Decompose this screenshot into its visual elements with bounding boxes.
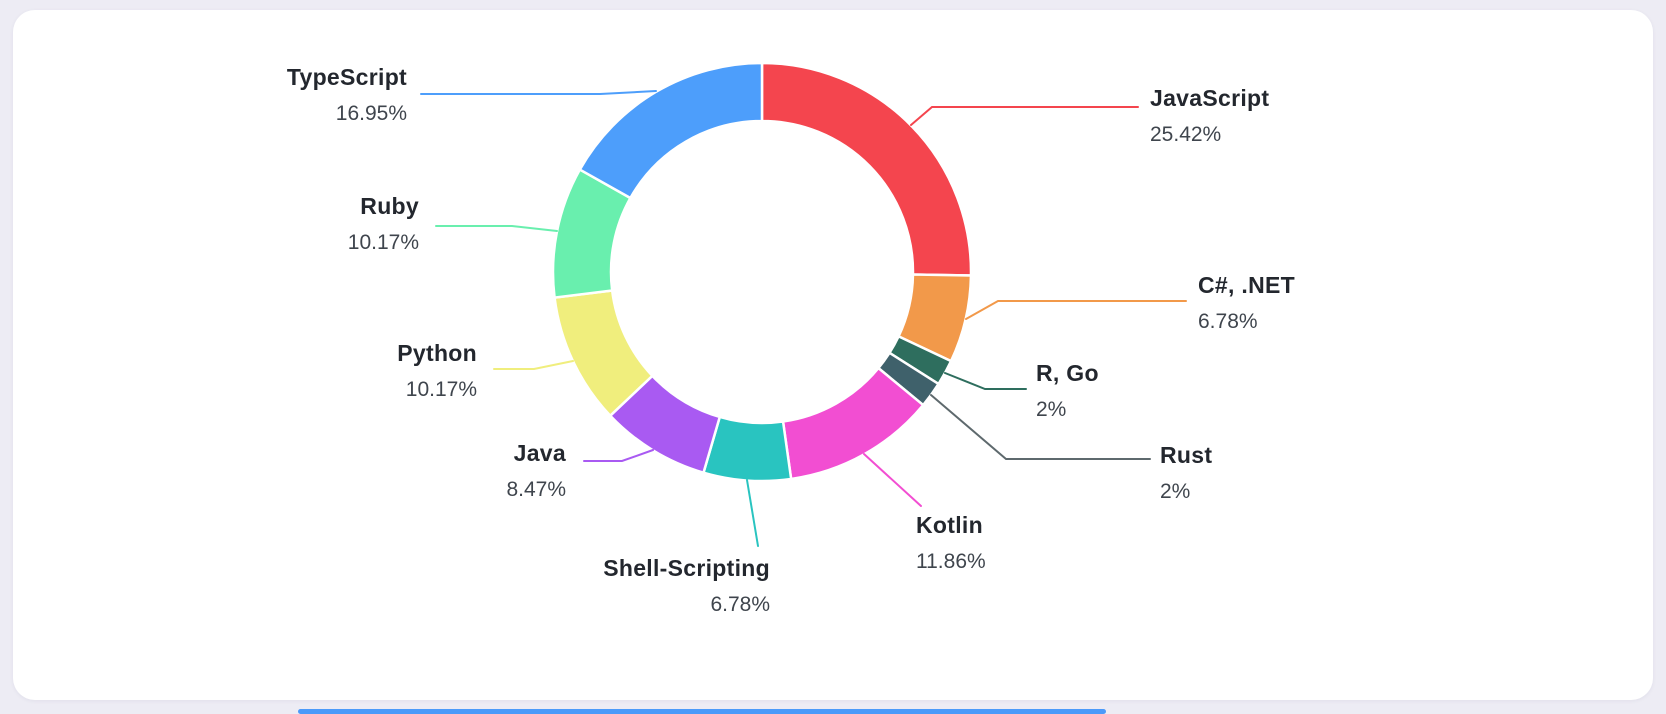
language-percent: 11.86% — [916, 550, 986, 573]
bottom-accent-line — [298, 709, 1106, 714]
language-percent: 6.78% — [710, 593, 770, 616]
language-name: Rust — [1160, 442, 1213, 468]
leader-line-javascript — [910, 106, 1139, 126]
chart-label-ruby: Ruby 10.17% — [348, 194, 419, 254]
language-name: R, Go — [1036, 360, 1099, 386]
language-percent: 8.47% — [506, 478, 566, 501]
chart-label-python: Python 10.17% — [397, 341, 477, 401]
leader-line-ruby — [435, 225, 558, 232]
chart-label-kotlin: Kotlin 11.86% — [916, 513, 986, 573]
language-percent: 6.78% — [1198, 310, 1258, 333]
leader-line-python — [493, 360, 574, 370]
language-name: Ruby — [360, 193, 419, 219]
segment-typescript[interactable] — [578, 61, 764, 200]
language-percent: 2% — [1160, 480, 1191, 503]
chart-label-javascript: JavaScript 25.42% — [1150, 86, 1269, 146]
leader-line-shell-scripting — [746, 479, 759, 547]
leader-line-typescript — [420, 90, 657, 95]
chart-label-java: Java 8.47% — [506, 441, 566, 501]
language-percent: 10.17% — [405, 378, 477, 401]
language-name: C#, .NET — [1198, 272, 1295, 298]
language-name: Kotlin — [916, 512, 983, 538]
language-name: Java — [513, 440, 566, 466]
leader-line-csharp-dotnet — [965, 300, 1187, 320]
leader-line-r-go — [944, 372, 1027, 390]
language-percent: 25.42% — [1150, 123, 1222, 146]
language-percent: 10.17% — [347, 231, 419, 254]
leader-line-java — [583, 449, 654, 462]
language-percent: 2% — [1036, 398, 1067, 421]
chart-label-shell-scripting: Shell-Scripting 6.78% — [603, 556, 770, 616]
chart-label-typescript: TypeScript 16.95% — [287, 65, 407, 125]
language-name: TypeScript — [286, 64, 407, 90]
language-name: Shell-Scripting — [603, 555, 770, 581]
language-percent: 16.95% — [335, 102, 407, 125]
language-name: Python — [397, 340, 477, 366]
leader-line-rust — [930, 394, 1151, 460]
chart-label-r-go: R, Go 2% — [1036, 361, 1099, 421]
chart-label-csharp-dotnet: C#, .NET 6.78% — [1198, 273, 1295, 333]
leader-line-kotlin — [863, 453, 922, 507]
language-name: JavaScript — [1150, 85, 1270, 111]
chart-label-rust: Rust 2% — [1160, 443, 1212, 503]
